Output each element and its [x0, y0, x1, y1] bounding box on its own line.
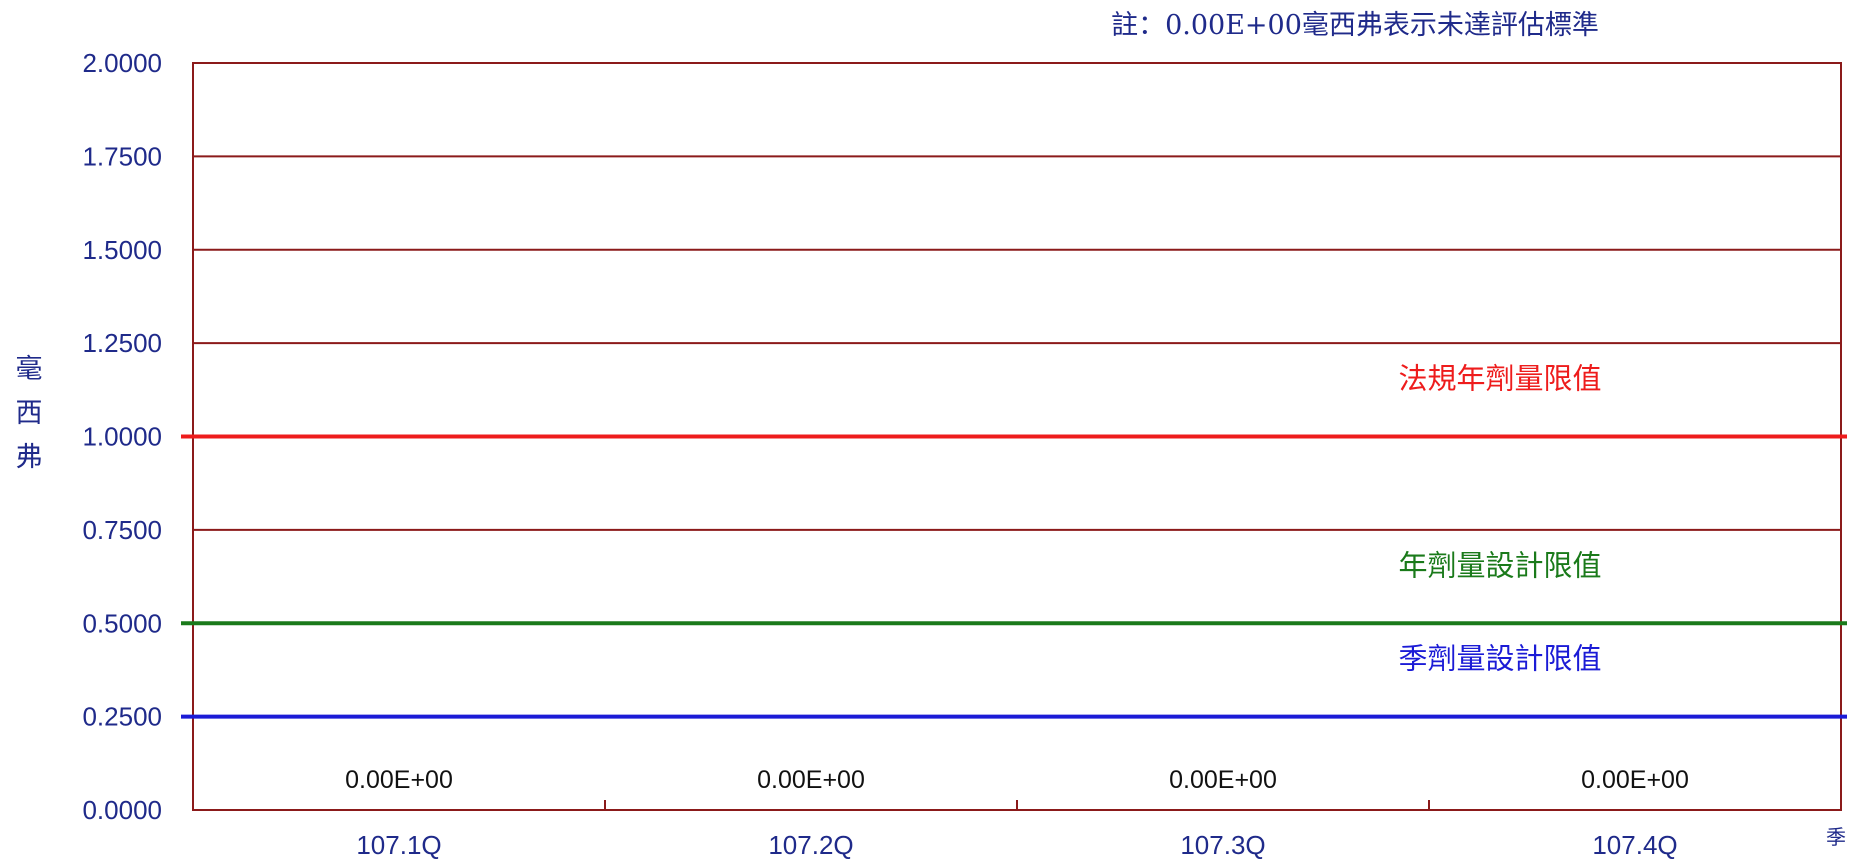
y-axis-label: 毫西弗 [16, 354, 43, 473]
x-tick-label: 107.2Q [768, 830, 853, 859]
x-tick-labels: 107.1Q 107.2Q 107.3Q 107.4Q [356, 800, 1678, 859]
y-axis-label-char: 西 [16, 398, 43, 429]
y-tick-label: 1.7500 [82, 141, 162, 171]
y-tick-label: 1.0000 [82, 422, 162, 452]
chart-note: 註：0.00E+00毫西弗表示未達評估標準 [1111, 10, 1599, 41]
y-tick-label: 2.0000 [82, 48, 162, 78]
y-tick-label: 0.2500 [82, 702, 162, 732]
value-labels: 0.00E+00 0.00E+00 0.00E+00 0.00E+00 [345, 766, 1689, 794]
y-tick-label: 0.5000 [82, 608, 162, 638]
x-tick-label: 107.1Q [356, 830, 441, 859]
y-tick-label: 0.7500 [82, 515, 162, 545]
value-label: 0.00E+00 [1581, 766, 1689, 794]
value-label: 0.00E+00 [757, 766, 865, 794]
value-label: 0.00E+00 [345, 766, 453, 794]
y-axis-label-char: 毫 [16, 354, 43, 385]
x-tick-label: 107.4Q [1592, 830, 1677, 859]
y-tick-label: 0.0000 [82, 795, 162, 825]
x-tick-label: 107.3Q [1180, 830, 1265, 859]
reference-line-label: 年劑量設計限值 [1398, 548, 1601, 582]
y-axis-label-char: 弗 [16, 442, 43, 473]
reference-line-label: 法規年劑量限值 [1398, 362, 1601, 396]
y-tick-labels: 0.0000 0.2500 0.5000 0.7500 1.0000 1.2500 1.50… [82, 48, 162, 825]
y-tick-label: 1.5000 [82, 235, 162, 265]
value-label: 0.00E+00 [1169, 766, 1277, 794]
y-tick-label: 1.2500 [82, 328, 162, 358]
x-axis-unit-label: 季 [1826, 825, 1846, 849]
reference-line-label: 季劑量設計限值 [1398, 642, 1601, 676]
